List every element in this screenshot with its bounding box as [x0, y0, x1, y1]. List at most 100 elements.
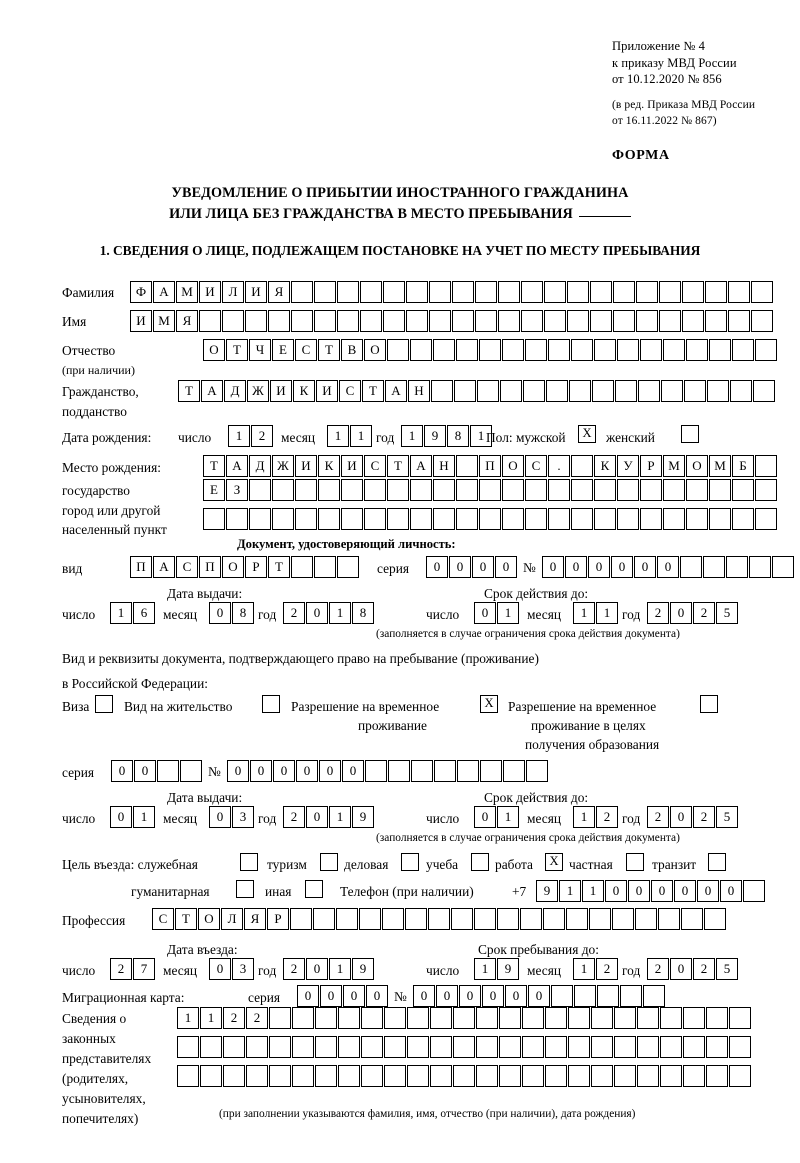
char-cell[interactable] [200, 1065, 222, 1087]
char-cell[interactable]: О [222, 556, 244, 578]
char-cell[interactable] [480, 760, 502, 782]
char-cell[interactable]: О [198, 908, 220, 930]
char-cell[interactable] [525, 339, 547, 361]
char-cell[interactable] [638, 380, 660, 402]
char-cell[interactable] [640, 508, 662, 530]
char-cell[interactable]: С [525, 455, 547, 477]
char-cell[interactable] [428, 908, 450, 930]
char-cell[interactable]: 1 [497, 602, 519, 624]
char-cell[interactable]: 0 [697, 880, 719, 902]
char-cell[interactable] [597, 985, 619, 1007]
char-cell[interactable] [410, 508, 432, 530]
char-cell[interactable]: 0 [611, 556, 633, 578]
char-cell[interactable] [410, 339, 432, 361]
char-cell[interactable] [477, 380, 499, 402]
char-cell[interactable] [568, 1007, 590, 1029]
char-cell[interactable] [615, 380, 637, 402]
char-cell[interactable]: 2 [647, 806, 669, 828]
char-cell[interactable]: Н [408, 380, 430, 402]
char-cell[interactable]: Д [249, 455, 271, 477]
char-cell[interactable]: С [176, 556, 198, 578]
char-cell[interactable]: О [686, 455, 708, 477]
char-cell[interactable] [384, 1065, 406, 1087]
char-cell[interactable] [364, 479, 386, 501]
char-cell[interactable]: 0 [588, 556, 610, 578]
char-cell[interactable] [338, 1065, 360, 1087]
char-cell[interactable] [637, 1007, 659, 1029]
char-cell[interactable]: 0 [306, 806, 328, 828]
char-cell[interactable] [383, 310, 405, 332]
char-cell[interactable]: 5 [716, 602, 738, 624]
char-cell[interactable]: 0 [319, 760, 341, 782]
char-cell[interactable] [479, 479, 501, 501]
char-cell[interactable]: Д [224, 380, 246, 402]
char-cell[interactable] [360, 310, 382, 332]
char-cell[interactable] [337, 556, 359, 578]
char-cell[interactable]: 2 [223, 1007, 245, 1029]
purpose-other-checkbox[interactable] [305, 880, 323, 898]
char-cell[interactable]: 2 [110, 958, 132, 980]
char-cell[interactable] [729, 1007, 751, 1029]
char-cell[interactable] [475, 281, 497, 303]
char-cell[interactable] [295, 479, 317, 501]
char-cell[interactable] [660, 1065, 682, 1087]
char-cell[interactable]: Я [176, 310, 198, 332]
char-cell[interactable] [451, 908, 473, 930]
char-cell[interactable] [706, 1036, 728, 1058]
char-cell[interactable] [502, 479, 524, 501]
char-cell[interactable] [749, 556, 771, 578]
char-cell[interactable] [704, 908, 726, 930]
char-cell[interactable] [659, 281, 681, 303]
char-cell[interactable]: 0 [670, 958, 692, 980]
char-cell[interactable]: А [153, 281, 175, 303]
char-cell[interactable]: Р [267, 908, 289, 930]
char-cell[interactable] [680, 556, 702, 578]
char-cell[interactable]: 0 [474, 602, 496, 624]
char-cell[interactable] [361, 1036, 383, 1058]
char-cell[interactable] [199, 310, 221, 332]
char-cell[interactable]: Т [362, 380, 384, 402]
char-cell[interactable] [521, 281, 543, 303]
char-cell[interactable] [614, 1007, 636, 1029]
char-cell[interactable] [292, 1007, 314, 1029]
char-cell[interactable]: 0 [297, 985, 319, 1007]
char-cell[interactable]: 0 [134, 760, 156, 782]
char-cell[interactable] [384, 1007, 406, 1029]
char-cell[interactable]: Е [272, 339, 294, 361]
purpose-study-checkbox[interactable] [471, 853, 489, 871]
char-cell[interactable] [407, 1065, 429, 1087]
char-cell[interactable]: Р [640, 455, 662, 477]
char-cell[interactable]: 0 [495, 556, 517, 578]
char-cell[interactable]: 7 [133, 958, 155, 980]
char-cell[interactable]: Б [732, 455, 754, 477]
char-cell[interactable]: 5 [716, 958, 738, 980]
char-cell[interactable] [500, 380, 522, 402]
char-cell[interactable] [291, 281, 313, 303]
char-cell[interactable] [476, 1036, 498, 1058]
char-cell[interactable] [268, 310, 290, 332]
char-cell[interactable] [387, 339, 409, 361]
char-cell[interactable]: П [479, 455, 501, 477]
char-cell[interactable]: А [385, 380, 407, 402]
char-cell[interactable] [772, 556, 794, 578]
char-cell[interactable] [732, 508, 754, 530]
char-cell[interactable] [499, 1065, 521, 1087]
char-cell[interactable] [498, 310, 520, 332]
char-cell[interactable] [314, 556, 336, 578]
char-cell[interactable]: 9 [352, 806, 374, 828]
char-cell[interactable] [226, 508, 248, 530]
char-cell[interactable] [643, 985, 665, 1007]
char-cell[interactable] [433, 339, 455, 361]
char-cell[interactable]: 2 [283, 958, 305, 980]
char-cell[interactable] [729, 1065, 751, 1087]
